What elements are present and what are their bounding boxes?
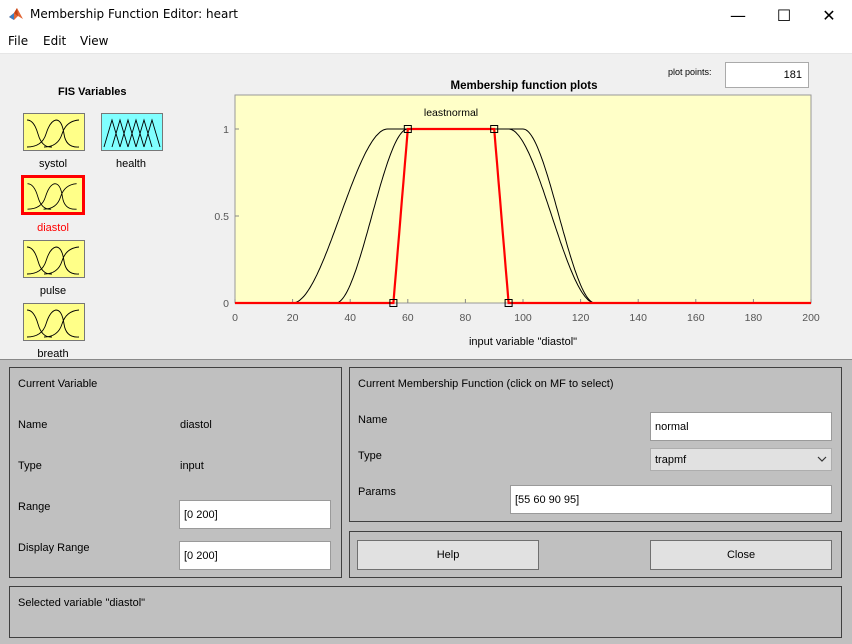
variable-type-value: input	[180, 460, 204, 472]
fis-variables-heading: FIS Variables	[58, 86, 127, 98]
menu-view[interactable]: View	[80, 34, 109, 48]
mf-vertex-handle[interactable]	[490, 125, 499, 133]
chevron-down-icon	[817, 456, 827, 462]
button-panel: Help Close	[349, 531, 842, 578]
mf-vertex-handle[interactable]	[504, 299, 513, 307]
x-tick-label: 80	[460, 312, 472, 324]
mf-thumbnail-icon	[26, 119, 80, 148]
variable-name-label: Name	[18, 419, 48, 431]
window-title: Membership Function Editor: heart	[30, 7, 238, 21]
display-range-label: Display Range	[18, 542, 90, 554]
minimize-button[interactable]: —	[715, 0, 761, 30]
variable-label-health: health	[116, 158, 146, 170]
maximize-button[interactable]: ☐	[761, 0, 807, 30]
variable-breath[interactable]	[23, 303, 85, 341]
menu-bar: File Edit View	[0, 30, 852, 54]
x-tick-label: 20	[287, 312, 299, 324]
params-input[interactable]: [55 60 90 95]	[510, 485, 832, 514]
mf-thumbnail-icon	[27, 183, 77, 210]
x-tick-label: 60	[402, 312, 414, 324]
x-tick-label: 160	[687, 312, 705, 324]
variable-label-diastol: diastol	[37, 222, 69, 234]
title-bar: Membership Function Editor: heart — ☐ ✕	[0, 0, 852, 30]
current-variable-heading: Current Variable	[18, 378, 98, 390]
menu-edit[interactable]: Edit	[43, 34, 67, 48]
mf-curve-selected[interactable]	[235, 127, 811, 305]
mf-thumbnail-icon	[26, 309, 80, 338]
current-variable-panel: Current Variable Name diastol Type input…	[9, 367, 342, 578]
params-label: Params	[358, 486, 396, 498]
mf-label-overlap[interactable]: leastnormal	[424, 107, 478, 119]
variable-label-pulse: pulse	[39, 285, 67, 297]
menu-file[interactable]: File	[8, 34, 29, 48]
plot-area[interactable]	[234, 94, 812, 304]
close-button[interactable]: Close	[650, 540, 832, 570]
variable-type-label: Type	[18, 460, 42, 472]
mf-thumbnail-icon	[26, 246, 80, 275]
range-input[interactable]: [0 200]	[179, 500, 331, 529]
range-label: Range	[18, 501, 51, 513]
plot-points-label: plot points:	[668, 67, 712, 77]
variable-label-breath: breath	[37, 348, 69, 360]
maximize-icon: ☐	[776, 5, 792, 25]
help-button[interactable]: Help	[357, 540, 539, 570]
y-tick-label: 0.5	[214, 211, 229, 223]
mf-thumbnail-icon	[103, 118, 161, 148]
y-tick-label: 0	[223, 298, 229, 310]
x-axis-label: input variable "diastol"	[469, 336, 577, 348]
x-tick-label: 120	[572, 312, 590, 324]
plot-points-input[interactable]: 181	[725, 62, 809, 88]
variable-diastol[interactable]	[21, 175, 85, 215]
x-tick-label: 40	[344, 312, 356, 324]
mf-type-label: Type	[358, 450, 382, 462]
status-panel: Selected variable "diastol"	[9, 586, 842, 638]
mf-name-input[interactable]: normal	[650, 412, 832, 441]
current-mf-heading: Current Membership Function (click on MF…	[358, 378, 614, 390]
x-tick-label: 140	[629, 312, 647, 324]
minimize-icon: —	[730, 5, 746, 25]
chart-title: Membership function plots	[451, 80, 598, 92]
variable-name-value: diastol	[180, 419, 212, 431]
close-window-button[interactable]: ✕	[806, 0, 852, 30]
current-mf-panel: Current Membership Function (click on MF…	[349, 367, 842, 522]
x-tick-label: 0	[232, 312, 238, 324]
membership-function-plot[interactable]: Membership function plots 0 20 40 60 80 100 12…	[200, 74, 830, 354]
variable-systol[interactable]	[23, 113, 85, 151]
status-text: Selected variable "diastol"	[18, 597, 146, 609]
x-tick-label: 200	[802, 312, 820, 324]
mf-vertex-handle[interactable]	[403, 125, 412, 133]
close-icon: ✕	[822, 5, 836, 25]
display-range-input[interactable]: [0 200]	[179, 541, 331, 570]
x-tick-label: 100	[514, 312, 532, 324]
mf-name-label: Name	[358, 414, 388, 426]
variable-label-systol: systol	[38, 158, 68, 170]
mf-vertex-handle[interactable]	[389, 299, 398, 307]
mf-type-dropdown[interactable]: trapmf	[650, 448, 832, 471]
variable-pulse[interactable]	[23, 240, 85, 278]
matlab-logo-icon	[9, 8, 23, 20]
mf-type-value: trapmf	[655, 454, 687, 466]
variable-health[interactable]	[101, 113, 163, 151]
y-tick-label: 1	[223, 124, 229, 136]
x-tick-label: 180	[745, 312, 763, 324]
